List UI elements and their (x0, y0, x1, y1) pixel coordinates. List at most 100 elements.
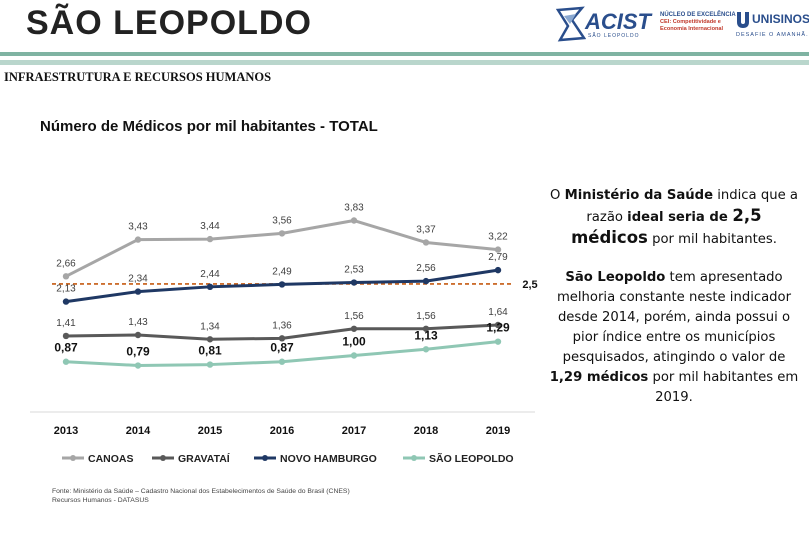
legend-label-canoas: CANOAS (88, 453, 134, 465)
data-label-sao-leopoldo: 0,87 (54, 341, 78, 355)
x-tick-label: 2017 (342, 425, 366, 437)
info-highlight: Ministério da Saúde (564, 188, 714, 203)
legend-label-novo-hamburgo: NOVO HAMBURGO (280, 453, 377, 465)
data-point-gravatai (134, 331, 142, 339)
data-label-gravatai: 1,36 (272, 320, 292, 331)
data-point-gravatai (62, 332, 70, 340)
unisinos-logo: UNISINOS DESAFIE O AMANHÃ. (736, 10, 809, 44)
data-point-canoas (134, 236, 142, 243)
data-label-sao-leopoldo: 1,00 (342, 335, 366, 349)
x-tick-label: 2013 (54, 425, 78, 437)
data-label-novo-hamburgo: 2,49 (272, 266, 292, 277)
legend-label-gravatai: GRAVATAÍ (178, 452, 231, 465)
data-label-sao-leopoldo: 0,81 (198, 344, 222, 358)
data-point-gravatai (206, 336, 214, 343)
data-point-novo-hamburgo (206, 283, 214, 291)
x-tick-label: 2018 (414, 425, 438, 437)
data-label-novo-hamburgo: 2,56 (416, 263, 436, 274)
data-label-gravatai: 1,56 (416, 311, 436, 322)
data-label-sao-leopoldo: 0,87 (270, 341, 294, 355)
data-point-canoas (422, 239, 430, 246)
section-heading: INFRAESTRUTURA E RECURSOS HUMANOS (4, 70, 272, 84)
data-label-novo-hamburgo: 2,44 (200, 269, 220, 280)
data-point-canoas (278, 230, 286, 237)
info-panel: O Ministério da Saúde indica que a razão… (548, 186, 800, 408)
legend-marker-canoas (70, 455, 76, 461)
info-highlight: 1,29 médicos (549, 370, 649, 385)
data-point-gravatai (278, 335, 286, 342)
data-point-novo-hamburgo (278, 281, 286, 288)
data-label-sao-leopoldo: 0,79 (126, 345, 150, 359)
data-point-canoas (350, 217, 358, 224)
data-label-canoas: 3,43 (128, 222, 148, 233)
info-highlight: São Leopoldo (565, 270, 666, 285)
data-point-sao-leopoldo (206, 361, 214, 368)
data-label-canoas: 3,44 (200, 221, 220, 232)
data-point-sao-leopoldo (278, 358, 286, 365)
header-rule-dark (0, 52, 809, 56)
info-text: por mil habitantes. (647, 232, 777, 247)
info-text: tem apresentado melhoria constante neste… (556, 270, 792, 365)
data-point-sao-leopoldo (350, 352, 358, 359)
data-point-sao-leopoldo (134, 362, 142, 369)
info-big-highlight: 2,5 médicos (571, 206, 762, 247)
source-note: Fonte: Ministério da Saúde – Cadastro Na… (52, 488, 350, 504)
data-point-sao-leopoldo (62, 358, 70, 365)
chart-title: Número de Médicos por mil habitantes - T… (40, 118, 378, 135)
x-tick-label: 2015 (198, 425, 222, 437)
logo-group: ACIST SÃO LEOPOLDO NÚCLEO DE EXCELÊNCIA … (552, 4, 809, 46)
data-label-novo-hamburgo: 2,34 (128, 274, 148, 285)
unisinos-logo-text: UNISINOS (752, 12, 809, 26)
data-label-gravatai: 1,34 (200, 321, 220, 332)
data-label-gravatai: 1,41 (56, 318, 76, 329)
acist-logo-subtext: SÃO LEOPOLDO (588, 33, 640, 39)
data-label-novo-hamburgo: 2,53 (344, 265, 364, 276)
info-text: O (550, 188, 565, 203)
legend-marker-novo-hamburgo (262, 455, 268, 461)
data-point-novo-hamburgo (494, 266, 502, 274)
line-chart: 2013 2014 2015 2016 2017 2018 2019 2,5 2,66 3,43 3… (30, 203, 538, 465)
data-point-sao-leopoldo (494, 338, 502, 345)
data-label-canoas: 3,56 (272, 215, 292, 226)
header-rule-light (0, 60, 809, 65)
data-label-canoas: 3,22 (488, 232, 508, 243)
data-point-canoas (206, 235, 214, 243)
data-point-gravatai (494, 321, 502, 329)
data-label-novo-hamburgo: 2,79 (488, 252, 508, 263)
info-paragraph-1: O Ministério da Saúde indica que a razão… (548, 186, 800, 250)
x-tick-label: 2014 (126, 425, 151, 437)
nucleo-line-3: Economia Internacional (660, 26, 724, 32)
acist-star-icon (555, 6, 586, 42)
data-point-sao-leopoldo (422, 346, 430, 353)
data-label-canoas: 3,83 (344, 203, 364, 214)
data-point-canoas (62, 273, 70, 280)
data-label-canoas: 2,66 (56, 258, 76, 269)
x-tick-label: 2019 (486, 425, 510, 437)
x-tick-label: 2016 (270, 425, 294, 437)
data-point-novo-hamburgo (134, 288, 142, 295)
data-point-gravatai (422, 325, 430, 332)
acist-logo-text: ACIST (585, 9, 651, 34)
data-label-gravatai: 1,43 (128, 317, 148, 328)
unisinos-u-icon (737, 12, 749, 28)
data-label-sao-leopoldo: 1,29 (486, 321, 510, 335)
data-label-canoas: 3,37 (416, 224, 436, 235)
acist-logo: ACIST SÃO LEOPOLDO (552, 4, 652, 46)
nucleo-logo: NÚCLEO DE EXCELÊNCIA CEI: Competitividad… (660, 12, 738, 33)
info-text: indica que a razão (586, 188, 798, 225)
info-text: por mil habitantes em 2019. (648, 370, 799, 405)
legend-label-sao-leopoldo: SÃO LEOPOLDO (429, 452, 514, 465)
data-point-novo-hamburgo (350, 279, 358, 286)
data-point-gravatai (350, 325, 358, 332)
data-point-canoas (494, 246, 502, 253)
unisinos-tagline: DESAFIE O AMANHÃ. (736, 32, 809, 38)
info-highlight: ideal seria de (627, 210, 733, 225)
data-label-gravatai: 1,56 (344, 311, 364, 322)
legend-marker-sao-leopoldo (411, 455, 417, 461)
data-label-gravatai: 1,64 (488, 307, 508, 318)
data-point-novo-hamburgo (62, 298, 70, 305)
legend-marker-gravatai (160, 455, 166, 461)
nucleo-line-2: CEI: Competitividade e (660, 19, 721, 25)
data-label-sao-leopoldo: 1,13 (414, 328, 438, 342)
nucleo-line-1: NÚCLEO DE EXCELÊNCIA (660, 12, 736, 18)
